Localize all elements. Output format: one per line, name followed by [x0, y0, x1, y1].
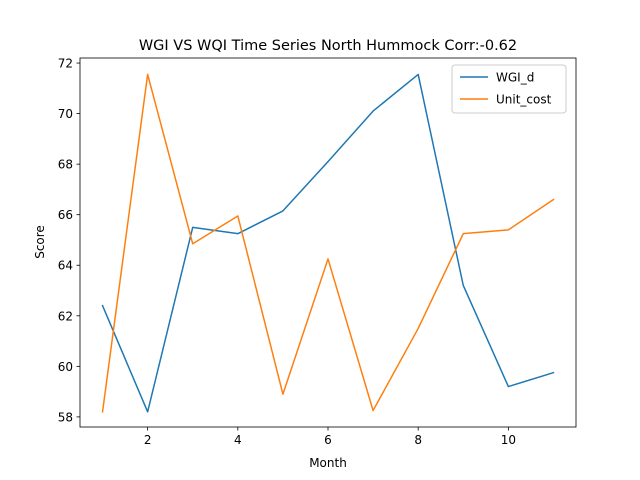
- y-tick-label: 70: [58, 107, 73, 121]
- y-tick-label: 66: [58, 208, 73, 222]
- y-axis-label: Score: [33, 225, 47, 259]
- legend-entry: WGI_d: [496, 71, 534, 85]
- y-tick-label: 64: [58, 259, 73, 273]
- y-tick-label: 62: [58, 309, 73, 323]
- series-line-unit-cost: [101, 73, 555, 413]
- x-tick-label: 8: [414, 433, 422, 447]
- series-line-wgi-d: [101, 73, 555, 413]
- y-tick-label: 68: [58, 158, 73, 172]
- x-tick-label: 4: [234, 433, 242, 447]
- y-tick-label: 58: [58, 410, 73, 424]
- x-tick-label: 2: [144, 433, 152, 447]
- x-tick-label: 10: [501, 433, 516, 447]
- x-tick-label: 6: [324, 433, 332, 447]
- y-tick-label: 72: [58, 57, 73, 71]
- y-tick-label: 60: [58, 360, 73, 374]
- chart-title: WGI VS WQI Time Series North Hummock Cor…: [139, 38, 517, 54]
- legend-entry: Unit_cost: [496, 93, 552, 107]
- x-axis-label: Month: [309, 456, 347, 470]
